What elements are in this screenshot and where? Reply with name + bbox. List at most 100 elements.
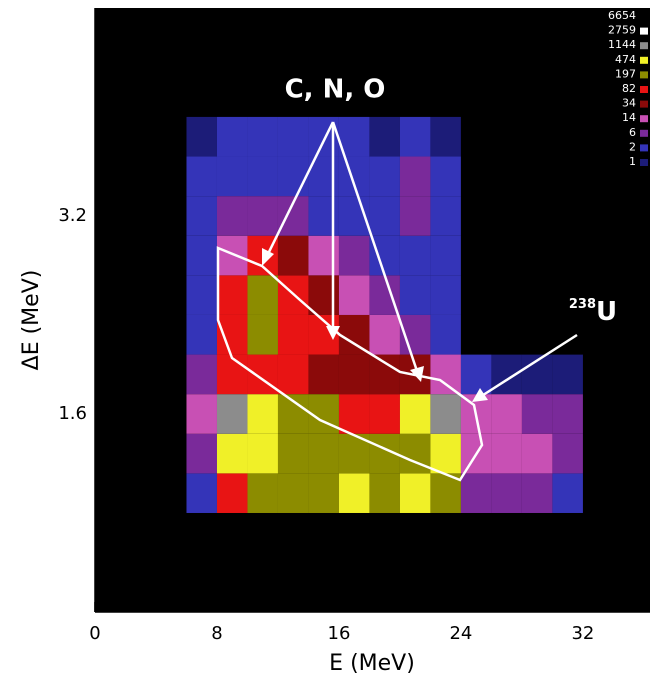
cell [369, 394, 400, 434]
cell [308, 196, 339, 236]
legend-label: 474 [615, 53, 636, 66]
cell [552, 116, 583, 157]
legend-swatch [640, 159, 648, 166]
cell [521, 116, 553, 157]
cell [430, 196, 461, 236]
arrow-heads [262, 248, 488, 402]
legend-swatch [640, 27, 648, 35]
cell [216, 156, 248, 197]
cell [216, 473, 248, 513]
cell [552, 433, 583, 474]
cell [338, 156, 370, 197]
cell [552, 275, 583, 315]
arrow-head [262, 248, 274, 266]
cell [460, 473, 492, 513]
legend-swatch [640, 56, 648, 64]
cell [277, 473, 309, 513]
legend-swatch [640, 129, 648, 137]
legend-label: 2759 [608, 24, 636, 37]
cell [277, 235, 309, 276]
cell [277, 116, 309, 157]
cell [521, 394, 553, 434]
cell [338, 394, 370, 434]
cell [186, 314, 217, 355]
superscript: 238 [569, 297, 596, 312]
cell [277, 156, 309, 197]
cell [308, 433, 339, 474]
cell [369, 473, 400, 513]
legend-label: 82 [622, 82, 636, 95]
axes: 0 8 16 24 321.63.2 [58, 17, 645, 644]
arrow [264, 121, 335, 259]
cell [338, 275, 370, 315]
legend-label: 197 [615, 67, 636, 80]
cell [460, 196, 492, 236]
arrow-head [410, 366, 424, 382]
arrow-head [472, 388, 488, 402]
cell [552, 354, 583, 395]
annotation: C, N, O [285, 75, 386, 105]
cell [460, 314, 492, 355]
legend-label: 2 [629, 140, 636, 153]
cell [521, 235, 553, 276]
legend-swatch [640, 86, 648, 93]
cell [186, 196, 217, 236]
region-outline [216, 246, 484, 482]
legend-label: 1144 [608, 38, 636, 51]
x-tick-label: 32 [571, 623, 594, 644]
cell [369, 354, 400, 395]
cell [247, 473, 278, 513]
cell [338, 235, 370, 276]
arrow [479, 333, 578, 399]
cell [216, 394, 248, 434]
legend-swatch [640, 100, 648, 108]
x-tick-label: 0 [89, 623, 100, 644]
annotation-shapes [216, 121, 578, 482]
cell [216, 116, 248, 157]
cell [491, 473, 522, 513]
cell [308, 275, 339, 315]
cell [247, 433, 278, 474]
cell [552, 473, 583, 513]
cell [186, 156, 217, 197]
cell [308, 354, 339, 395]
cell [460, 275, 492, 315]
cell [277, 354, 309, 395]
cell [552, 156, 583, 197]
cell [186, 433, 217, 474]
cell [338, 473, 370, 513]
y-tick-label: 1.6 [58, 403, 87, 424]
cell [399, 275, 431, 315]
cell [491, 314, 522, 355]
cell [430, 275, 461, 315]
cell [430, 354, 461, 395]
cell [521, 156, 553, 197]
cell [430, 473, 461, 513]
cell [369, 196, 400, 236]
cell [186, 116, 217, 157]
cell [491, 235, 522, 276]
cell [338, 354, 370, 395]
legend-label: 6 [629, 126, 636, 139]
cell [399, 394, 431, 434]
cell [369, 116, 400, 157]
arrow-head [326, 326, 340, 340]
cell [247, 314, 278, 355]
cell [186, 354, 217, 395]
cell [491, 433, 522, 474]
y-tick-label: 3.2 [58, 205, 87, 226]
cell [430, 314, 461, 355]
cell [369, 314, 400, 355]
cell [521, 314, 553, 355]
legend-swatch [640, 115, 648, 123]
cell [491, 156, 522, 197]
cell [216, 235, 248, 276]
cell [247, 116, 278, 157]
cell [521, 196, 553, 236]
cell [247, 196, 278, 236]
cell [399, 235, 431, 276]
heatmap [186, 116, 583, 513]
cell [430, 394, 461, 434]
cell [491, 196, 522, 236]
